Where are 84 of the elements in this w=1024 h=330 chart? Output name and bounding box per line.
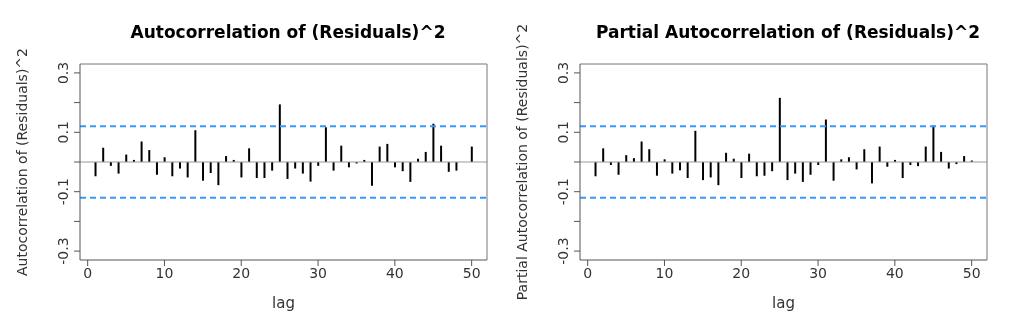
bar <box>648 149 651 162</box>
bar <box>263 162 266 179</box>
bar <box>640 141 643 162</box>
bar <box>602 148 605 162</box>
bar <box>702 162 705 181</box>
y-tick-label: -0.3 <box>555 237 571 265</box>
y-axis-title: Partial Autocorrelation of (Residuals)^2 <box>513 23 530 301</box>
bar <box>117 162 120 174</box>
chart-title: Autocorrelation of (Residuals)^2 <box>129 22 447 42</box>
bar <box>671 162 674 174</box>
bar <box>824 119 827 162</box>
x-tick-label: 0 <box>83 264 93 281</box>
x-tick-label: 40 <box>885 264 904 281</box>
bar <box>932 125 935 162</box>
bar <box>863 149 866 162</box>
bar <box>709 162 712 178</box>
bar <box>140 141 143 162</box>
bar <box>202 162 205 181</box>
x-tick-label: 10 <box>155 264 174 281</box>
bar <box>786 162 789 181</box>
bar <box>940 151 943 162</box>
x-tick-label: 30 <box>809 264 827 281</box>
bar <box>370 162 373 186</box>
bar <box>809 162 812 175</box>
bar <box>148 150 151 162</box>
bar <box>286 162 289 179</box>
y-tick-label: 0.1 <box>555 121 571 144</box>
x-tick-label: 50 <box>962 264 981 281</box>
bar <box>240 162 243 178</box>
x-tick-label: 10 <box>655 264 674 281</box>
x-tick-label: 0 <box>583 264 593 281</box>
bar <box>794 162 797 174</box>
bar <box>432 123 435 162</box>
bar <box>194 130 197 162</box>
bar <box>309 162 312 182</box>
x-tick-label: 40 <box>385 264 404 281</box>
y-tick-label: -0.1 <box>555 178 571 206</box>
bar <box>248 148 251 162</box>
y-tick-label: 0.1 <box>55 121 71 144</box>
bar <box>301 162 304 174</box>
bar <box>755 162 758 177</box>
y-tick-label: -0.1 <box>55 178 71 206</box>
bar <box>155 162 158 175</box>
bar <box>440 145 443 162</box>
bar <box>832 162 835 181</box>
x-tick-label: 20 <box>232 264 251 281</box>
bar <box>801 162 804 182</box>
bar <box>217 162 220 186</box>
bar <box>186 162 189 178</box>
bar <box>94 162 97 177</box>
bar <box>686 162 689 179</box>
bar <box>655 162 658 176</box>
x-tick-label: 50 <box>462 264 481 281</box>
bar <box>340 145 343 162</box>
bar <box>594 162 597 177</box>
x-axis-title: lag <box>272 294 295 312</box>
y-tick-label: 0.3 <box>555 61 571 85</box>
bar <box>740 162 743 179</box>
bar <box>171 162 174 177</box>
y-axis-title: Autocorrelation of (Residuals)^2 <box>13 48 30 276</box>
x-axis-title: lag <box>772 294 795 312</box>
bar <box>409 162 412 182</box>
bar <box>924 146 927 162</box>
bar <box>424 151 427 162</box>
bar <box>470 146 473 162</box>
bar <box>870 162 873 184</box>
bar <box>386 143 389 162</box>
x-tick-label: 20 <box>732 264 751 281</box>
bar <box>717 162 720 186</box>
bar <box>694 130 697 162</box>
y-tick-label: 0.3 <box>55 61 71 85</box>
bar <box>901 162 904 179</box>
bar <box>102 147 105 162</box>
bar <box>778 97 781 162</box>
chart-title: Partial Autocorrelation of (Residuals)^2 <box>595 22 981 42</box>
bar <box>878 146 881 162</box>
bar <box>378 146 381 162</box>
bar <box>209 162 212 173</box>
bar <box>278 104 281 162</box>
bar <box>763 162 766 176</box>
bar <box>324 127 327 162</box>
y-tick-label: -0.3 <box>55 237 71 265</box>
bar <box>617 162 620 175</box>
x-tick-label: 30 <box>309 264 327 281</box>
